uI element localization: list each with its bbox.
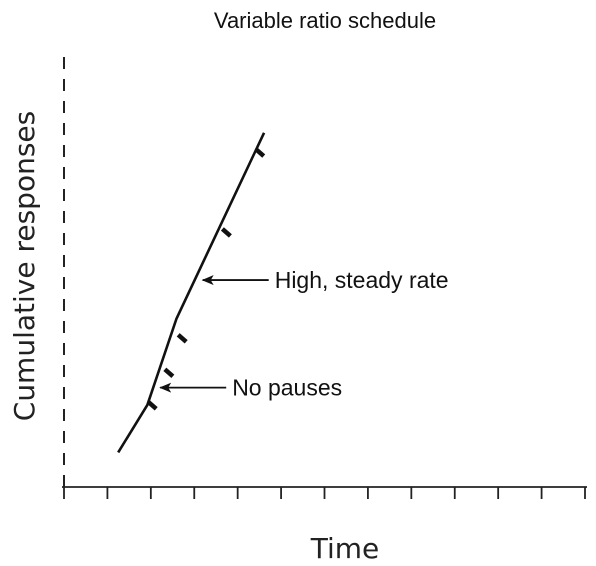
chart-title: Variable ratio schedule (214, 8, 436, 33)
cumulative-response-line (117, 132, 266, 454)
reinforcement-mark (220, 227, 232, 238)
reinforcement-mark (176, 333, 188, 344)
no-pauses-annotation: No pauses (232, 375, 342, 401)
x-axis-label: Time (310, 532, 380, 565)
y-axis-label: Cumulative responses (8, 111, 41, 421)
high-rate-annotation: High, steady rate (275, 267, 449, 293)
reinforcement-mark (163, 367, 175, 379)
reinforcement-mark (146, 400, 158, 411)
reinforcement-mark (254, 147, 266, 158)
plot-area: High, steady rate No pauses (62, 55, 587, 499)
